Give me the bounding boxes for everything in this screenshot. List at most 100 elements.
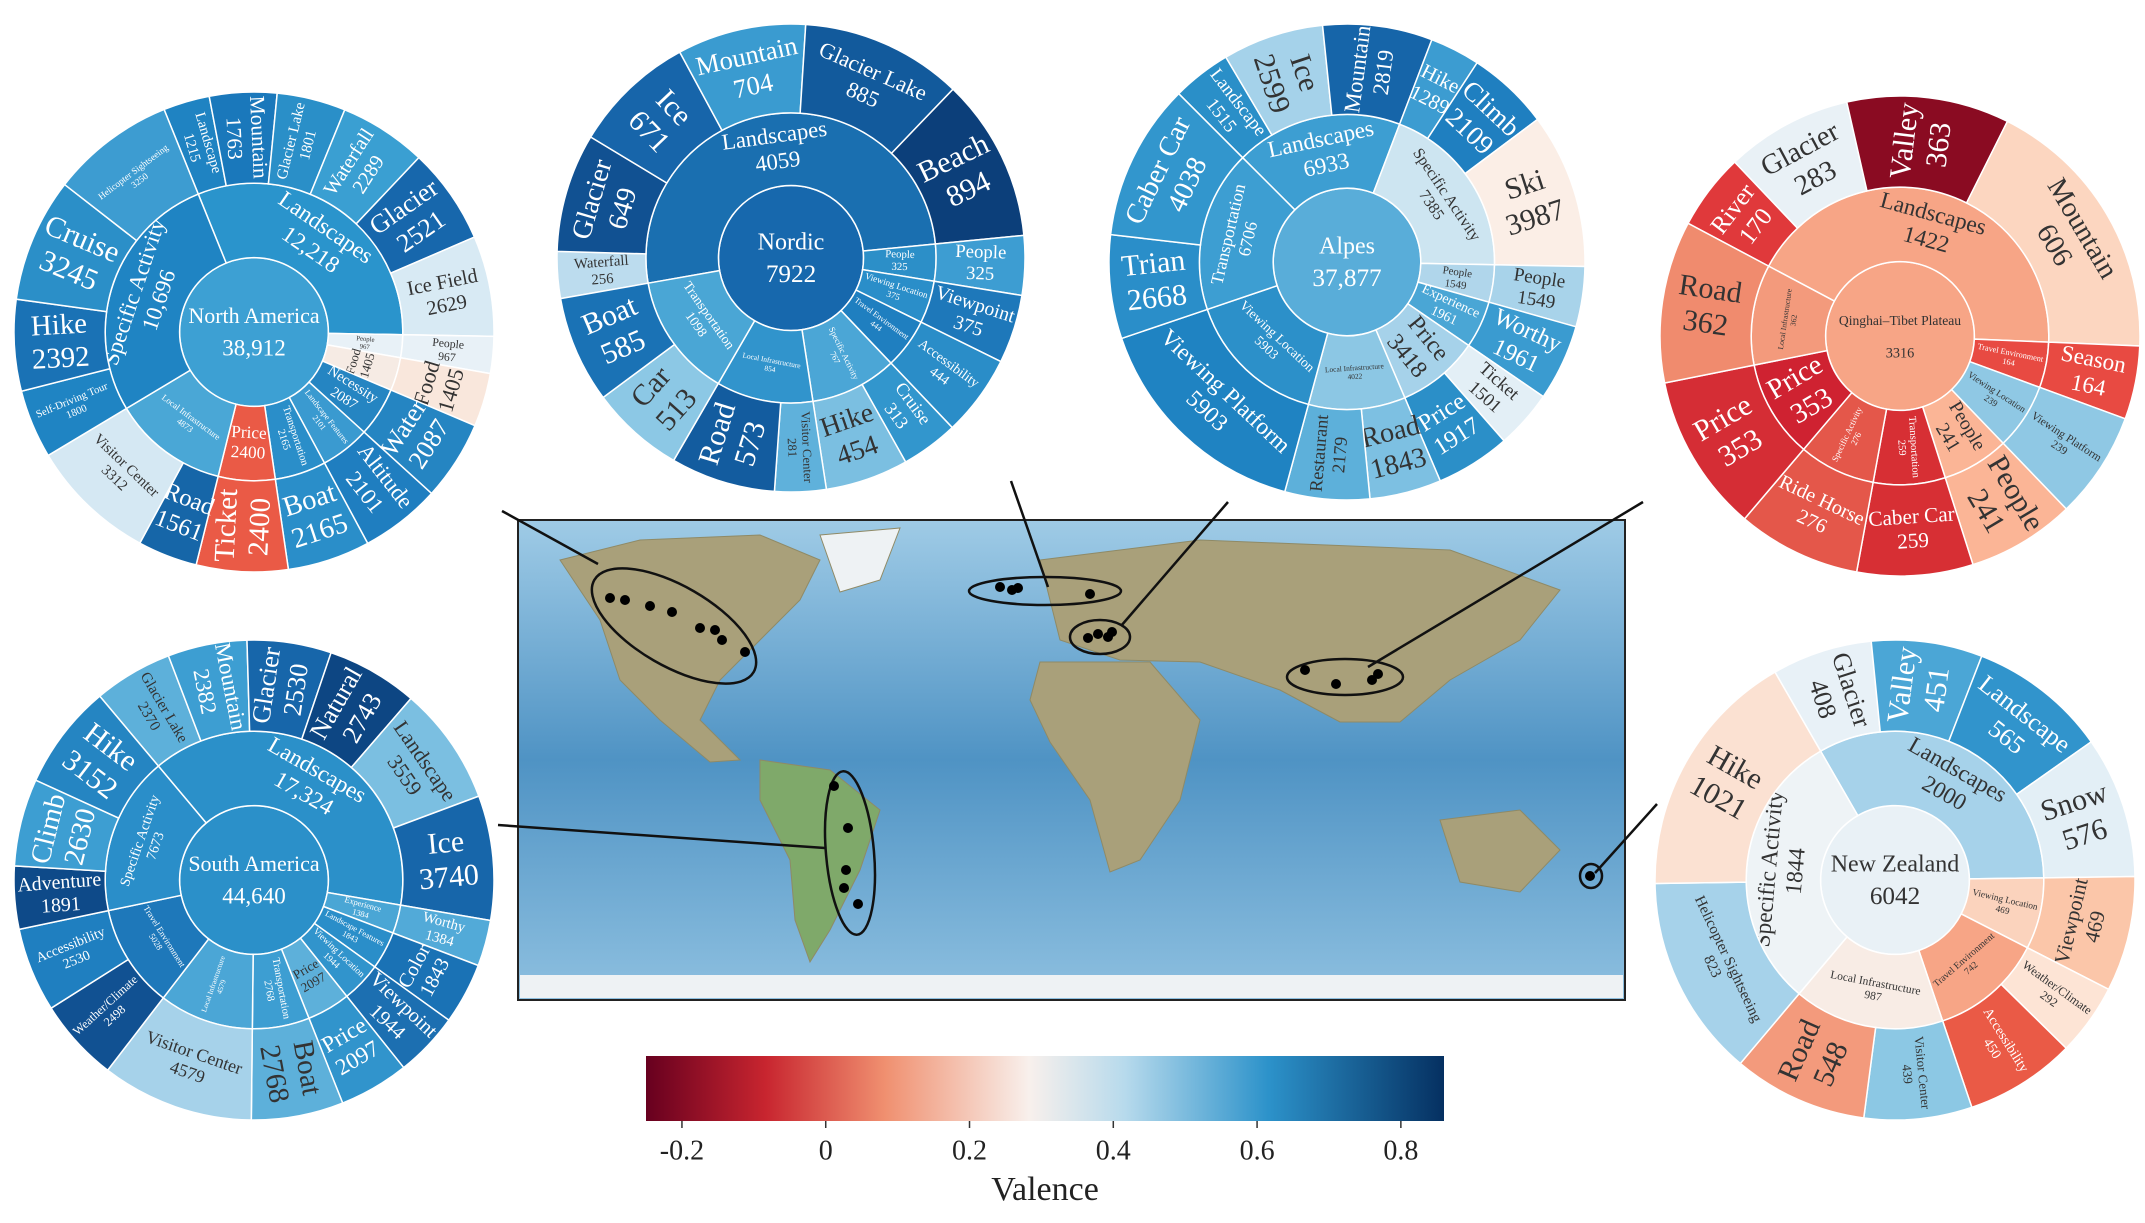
segment-label: People325 bbox=[954, 241, 1006, 285]
segment-label: People325 bbox=[885, 249, 915, 274]
segment-value: 2179 bbox=[1328, 436, 1351, 474]
segment-value: 256 bbox=[591, 271, 614, 289]
segment-label: Ski3987 bbox=[1491, 160, 1569, 243]
segment-value: 1405 bbox=[357, 351, 378, 379]
segment-value: 2819 bbox=[1368, 48, 1399, 96]
segment-label: Transportation259 bbox=[1893, 416, 1920, 480]
segment-label: Natural2743 bbox=[304, 662, 394, 759]
segment-name: Trian bbox=[1120, 244, 1187, 284]
center-value: 7922 bbox=[766, 261, 816, 288]
segment-name: Visitor Center bbox=[1912, 1035, 1934, 1110]
segment-value: 4059 bbox=[754, 146, 802, 177]
outer-segment bbox=[63, 108, 200, 242]
segment-value: 375 bbox=[885, 289, 901, 303]
segment-value: 281 bbox=[785, 438, 800, 458]
segment-value: 451 bbox=[1917, 665, 1956, 714]
segment-label: People1549 bbox=[1440, 264, 1473, 293]
segment-name: Price bbox=[231, 422, 268, 443]
segment-value: 4022 bbox=[1347, 371, 1363, 381]
segment-value: 1891 bbox=[40, 892, 81, 917]
segment-name: Visitor Center bbox=[798, 411, 815, 484]
segment-name: Waterfall bbox=[573, 253, 629, 273]
segment-label: Food1405 bbox=[343, 346, 378, 380]
tick-label: 0.2 bbox=[952, 1135, 987, 1166]
segment-name: People bbox=[955, 241, 1007, 264]
segment-value: 967 bbox=[359, 343, 370, 351]
segment-name: Ticket bbox=[208, 488, 244, 563]
segment-value: 987 bbox=[1863, 989, 1882, 1004]
segment-label: Valley451 bbox=[1881, 645, 1958, 730]
tick-label: -0.2 bbox=[660, 1135, 704, 1166]
outer-segment bbox=[1965, 120, 2141, 347]
center-value: 37,877 bbox=[1312, 265, 1381, 292]
segment-name: People bbox=[1442, 264, 1473, 280]
segment-value: 854 bbox=[764, 363, 777, 374]
segment-name: People bbox=[885, 249, 915, 262]
segment-label: Price2400 bbox=[230, 422, 268, 463]
segment-name: Caber Car bbox=[1868, 502, 1956, 531]
segment-value: 1801 bbox=[297, 128, 321, 162]
segment-label: Mountain1763 bbox=[221, 95, 273, 180]
sunburst: Nordic7922Landscapes4059Waterfall256Glac… bbox=[556, 23, 1026, 493]
segment-label: People967 bbox=[355, 335, 375, 351]
outer-segment bbox=[1659, 222, 1770, 384]
segment-value: 1384 bbox=[351, 907, 370, 920]
segment-value: 439 bbox=[1899, 1064, 1916, 1085]
segment-value: 363 bbox=[1920, 121, 1958, 170]
segment-label: Waterfall256 bbox=[573, 253, 630, 290]
center-value: 6042 bbox=[1870, 883, 1920, 910]
outer-segment bbox=[34, 695, 160, 820]
center-name: Nordic bbox=[758, 230, 825, 256]
segment-value: 1384 bbox=[423, 928, 456, 951]
center-name: New Zealand bbox=[1831, 852, 1960, 878]
segment-value: 3740 bbox=[418, 858, 481, 896]
colorbar-title: Valence bbox=[991, 1171, 1099, 1208]
segment-label: Ticket2400 bbox=[208, 488, 277, 564]
segment-value: 259 bbox=[1896, 528, 1929, 554]
segment-label: People967 bbox=[430, 335, 464, 364]
center-name: Alpes bbox=[1319, 234, 1375, 260]
center-value: 44,640 bbox=[222, 882, 286, 908]
segment-value: 362 bbox=[1788, 314, 1799, 327]
center-segment bbox=[1819, 804, 1971, 956]
segment-label: Caber Car259 bbox=[1868, 502, 1957, 556]
segment-value: 164 bbox=[2002, 357, 2017, 368]
segment-value: 362 bbox=[1681, 303, 1730, 342]
continents bbox=[520, 527, 1623, 998]
outer-segment bbox=[559, 282, 676, 399]
segment-value: 1549 bbox=[1444, 277, 1467, 292]
segment-name: Hike bbox=[30, 307, 88, 342]
sunburst: Alpes37,877Landscapes6933Landscape1515Ic… bbox=[1108, 23, 1586, 501]
tick-label: 0.6 bbox=[1240, 1135, 1275, 1166]
segment-value: 1763 bbox=[222, 116, 248, 160]
segment-value: 325 bbox=[966, 263, 995, 285]
segment-label: Road362 bbox=[1672, 268, 1744, 344]
segment-label: Adventure1891 bbox=[17, 868, 104, 919]
outer-segment bbox=[1109, 92, 1244, 246]
sunburst: South America44,640Landscapes17,324Glaci… bbox=[13, 639, 495, 1121]
segment-name: Local Infrastructure bbox=[1325, 361, 1385, 374]
region-outlines bbox=[497, 480, 1658, 936]
segment-label: Ice3740 bbox=[414, 824, 480, 897]
tick-label: 0 bbox=[819, 1135, 833, 1166]
segment-label: Ice2599 bbox=[1247, 39, 1330, 117]
sunburst: Qinghai–Tibet Plateau3316Landscapes1422R… bbox=[1659, 95, 2141, 577]
segment-label: Visitor Center281 bbox=[784, 411, 816, 484]
segment-value: 2400 bbox=[242, 497, 277, 557]
segment-value: 325 bbox=[891, 261, 908, 274]
segment-label: Trian2668 bbox=[1120, 244, 1191, 318]
segment-value: 469 bbox=[1994, 904, 2010, 917]
center-name: North America bbox=[188, 303, 320, 328]
center-value: 38,912 bbox=[222, 334, 286, 360]
sample-points bbox=[605, 582, 1595, 909]
tick-label: 0.4 bbox=[1096, 1135, 1131, 1166]
segment-label: Hike2392 bbox=[29, 307, 90, 375]
segment-label: Boat2768 bbox=[254, 1036, 329, 1105]
center-value: 3316 bbox=[1886, 345, 1915, 361]
segment-label: Valley363 bbox=[1883, 101, 1959, 185]
center-name: South America bbox=[188, 851, 320, 876]
segment-value: 259 bbox=[1895, 439, 1907, 456]
segment-value: 967 bbox=[438, 350, 457, 365]
tick-label: 0.8 bbox=[1383, 1135, 1418, 1166]
